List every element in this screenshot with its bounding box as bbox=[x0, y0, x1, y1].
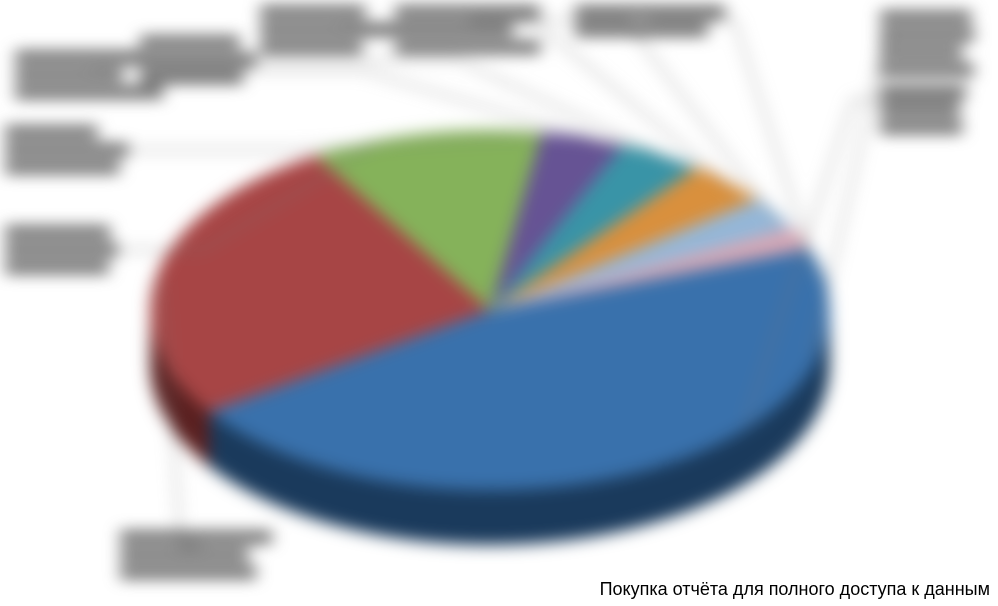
blurred-label bbox=[5, 127, 129, 172]
blurred-label bbox=[140, 37, 257, 82]
blurred-label bbox=[260, 7, 400, 52]
blurred-label bbox=[5, 227, 118, 272]
blurred-label bbox=[880, 12, 974, 75]
blurred-label bbox=[575, 7, 725, 34]
chart-container: Покупка отчёта для полного доступа к дан… bbox=[0, 0, 998, 606]
pie-chart-3d bbox=[0, 0, 998, 606]
blurred-label bbox=[120, 532, 272, 577]
blurred-label bbox=[395, 7, 540, 52]
blurred-label bbox=[880, 87, 966, 132]
purchase-caption: Покупка отчёта для полного доступа к дан… bbox=[600, 579, 990, 600]
leader-line bbox=[812, 35, 960, 356]
